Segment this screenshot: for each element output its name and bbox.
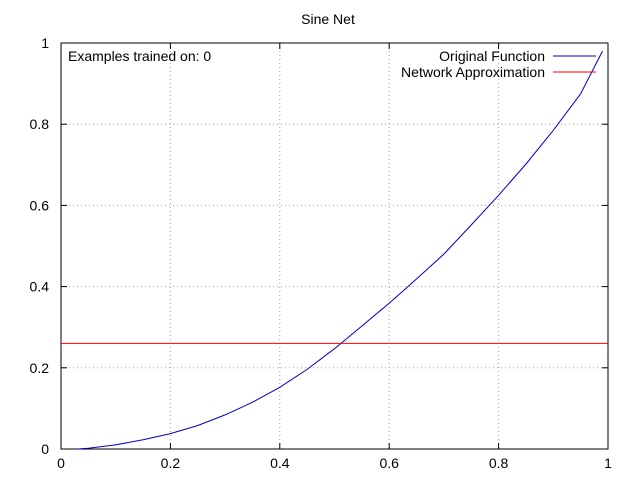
grid bbox=[61, 43, 608, 449]
chart-title: Sine Net bbox=[301, 11, 355, 27]
y-tick-labels: 0 0.2 0.4 0.6 0.8 1 bbox=[30, 35, 50, 457]
axis-ticks bbox=[60, 42, 609, 450]
y-tick-label: 1 bbox=[41, 35, 49, 51]
x-tick-label: 0.4 bbox=[270, 455, 290, 471]
y-tick-label: 0 bbox=[41, 441, 49, 457]
y-tick-label: 0.4 bbox=[30, 279, 50, 295]
x-tick-labels: 0 0.2 0.4 0.6 0.8 1 bbox=[57, 455, 612, 471]
x-tick-label: 1 bbox=[604, 455, 612, 471]
plot-frame bbox=[60, 42, 609, 450]
x-tick-label: 0 bbox=[57, 455, 65, 471]
legend-label-original-function: Original Function bbox=[439, 48, 545, 64]
y-tick-label: 0.2 bbox=[30, 360, 50, 376]
y-tick-label: 0.8 bbox=[30, 116, 50, 132]
series-lines bbox=[61, 50, 608, 450]
annotation-examples-trained: Examples trained on: 0 bbox=[68, 48, 211, 64]
legend-label-network-approximation: Network Approximation bbox=[401, 64, 545, 80]
x-tick-label: 0.2 bbox=[161, 455, 181, 471]
y-tick-label: 0.6 bbox=[30, 197, 50, 213]
x-tick-label: 0.6 bbox=[379, 455, 399, 471]
x-tick-label: 0.8 bbox=[489, 455, 509, 471]
legend: Original Function Network Approximation bbox=[401, 48, 596, 80]
series-line-original-function bbox=[77, 50, 603, 450]
